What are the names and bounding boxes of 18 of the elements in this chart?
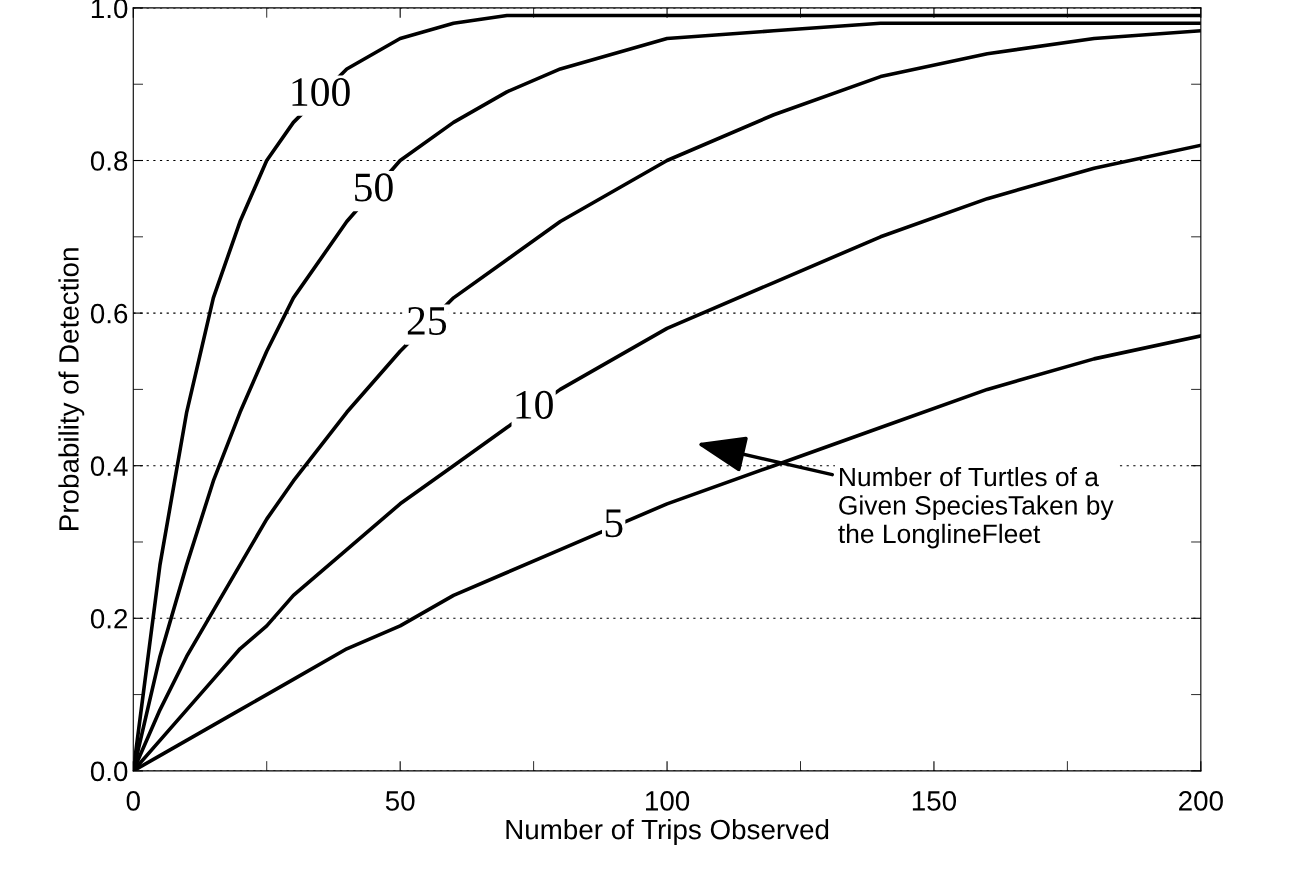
y-tick-label: 0.4 bbox=[90, 456, 128, 477]
y-tick-label: 0.0 bbox=[90, 761, 128, 782]
x-tick-label: 0 bbox=[126, 791, 140, 811]
x-tick-label: 150 bbox=[912, 791, 957, 811]
x-tick-label: 200 bbox=[1179, 791, 1223, 811]
series-label: 5 bbox=[605, 509, 623, 538]
series-label: 50 bbox=[355, 173, 393, 202]
x-axis-title: Number of Trips Observed bbox=[506, 818, 829, 845]
y-tick-label: 0.6 bbox=[90, 303, 128, 324]
series-label: 25 bbox=[407, 306, 447, 335]
series-label: 100 bbox=[292, 77, 350, 107]
y-tick-label: 0.8 bbox=[90, 151, 128, 171]
x-tick-label: 100 bbox=[646, 791, 690, 811]
y-tick-label: 0.2 bbox=[90, 608, 128, 629]
y-axis-title: Probability of Detection bbox=[58, 248, 85, 530]
x-tick-label: 50 bbox=[385, 791, 415, 811]
annotation: Number of Turtles of a Given SpeciesTaken by the LonglineFleet bbox=[838, 466, 1114, 549]
series-label: 10 bbox=[516, 390, 553, 419]
